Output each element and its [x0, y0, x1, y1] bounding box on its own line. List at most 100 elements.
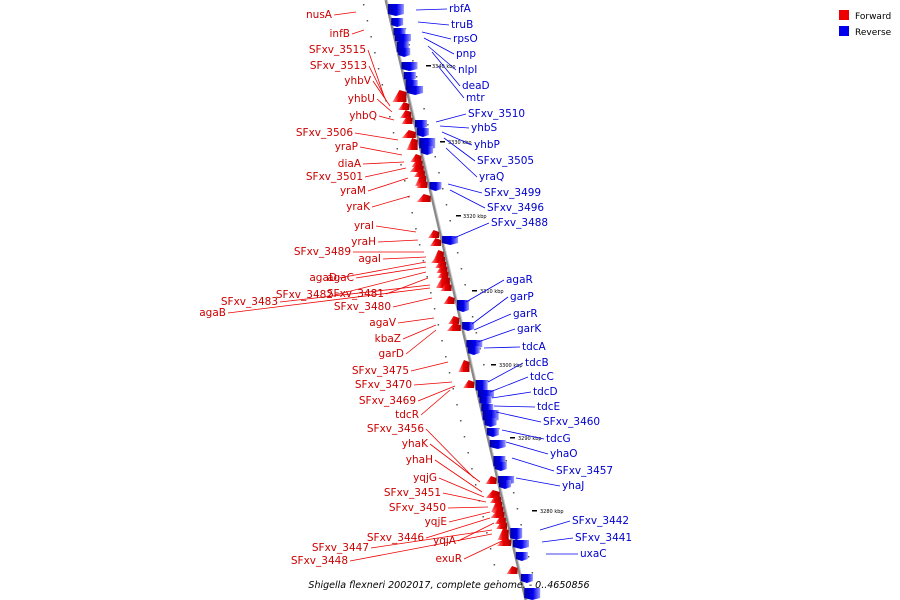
reverse-gene-label[interactable]: SFxv_3499: [484, 187, 541, 199]
forward-gene-label[interactable]: SFxv_3470: [355, 379, 412, 391]
reverse-gene-label[interactable]: SFxv_3442: [572, 515, 629, 527]
forward-gene: [416, 180, 428, 188]
reverse-gene-label[interactable]: tdcC: [530, 371, 554, 383]
forward-gene-label[interactable]: yhaH: [406, 454, 433, 466]
forward-gene-label[interactable]: nusA: [306, 9, 333, 21]
forward-gene-label[interactable]: SFxv_3513: [310, 60, 367, 72]
forward-gene-label[interactable]: exuR: [436, 553, 462, 565]
forward-gene-label[interactable]: yhbQ: [349, 110, 377, 122]
forward-gene: [437, 270, 449, 278]
reverse-gene-label[interactable]: tdcD: [533, 386, 558, 398]
reverse-gene-label[interactable]: SFxv_3460: [543, 416, 600, 428]
reverse-gene-label[interactable]: SFxv_3505: [477, 155, 534, 167]
forward-gene-label[interactable]: agaV: [369, 317, 397, 329]
forward-gene-label[interactable]: yqjG: [413, 472, 437, 484]
scale-dot: [423, 108, 425, 110]
reverse-gene-label[interactable]: mtr: [466, 92, 485, 104]
forward-leader-line: [279, 284, 431, 303]
forward-gene-label[interactable]: SFxv_3456: [367, 423, 424, 435]
scale-dot: [516, 508, 519, 510]
reverse-gene-label[interactable]: nlpI: [458, 64, 477, 76]
forward-gene-label[interactable]: kbaZ: [375, 333, 401, 345]
reverse-gene-label[interactable]: rpsO: [453, 33, 478, 45]
scale-dot: [396, 148, 399, 150]
forward-gene-label[interactable]: yhbV: [344, 75, 372, 87]
forward-gene-label[interactable]: garD: [378, 348, 404, 360]
forward-gene-label[interactable]: SFxv_3515: [309, 44, 366, 56]
forward-gene: [448, 316, 460, 324]
forward-gene-label[interactable]: yqjE: [425, 516, 447, 528]
forward-gene-label[interactable]: yraH: [351, 236, 376, 248]
forward-gene-label[interactable]: yraM: [340, 185, 366, 197]
reverse-gene-label[interactable]: SFxv_3488: [491, 217, 548, 229]
forward-gene-label[interactable]: diaA: [338, 158, 362, 170]
forward-gene-label[interactable]: yraP: [335, 141, 358, 153]
reverse-leader-line: [539, 520, 571, 531]
reverse-gene-label[interactable]: tdcE: [537, 401, 560, 413]
gene-labels[interactable]: nusA infB SFxv_3515 SFxv_3513 yhbV yhbU yhbQ SF…: [199, 3, 632, 567]
reverse-gene-label[interactable]: agaR: [506, 274, 533, 286]
forward-gene-label[interactable]: tdcR: [395, 409, 419, 421]
reverse-gene-label[interactable]: garK: [517, 323, 542, 335]
forward-gene-label[interactable]: SFxv_3450: [389, 502, 446, 514]
forward-gene-label[interactable]: yraK: [346, 201, 371, 213]
forward-gene-label[interactable]: SFxv_3480: [334, 301, 391, 313]
forward-gene-label[interactable]: SFxv_3451: [384, 487, 441, 499]
reverse-gene-label[interactable]: yhbP: [474, 139, 500, 151]
reverse-gene-label[interactable]: yhaJ: [562, 480, 584, 492]
reverse-gene-label[interactable]: SFxv_3457: [556, 465, 613, 477]
reverse-gene-label[interactable]: SFxv_3496: [487, 202, 544, 214]
forward-gene-label[interactable]: SFxv_3482: [276, 289, 333, 301]
forward-gene: [400, 110, 412, 118]
reverse-gene-label[interactable]: tdcG: [546, 433, 571, 445]
reverse-gene-label[interactable]: yhaO: [550, 448, 578, 460]
forward-gene-label[interactable]: yqjA: [433, 535, 457, 547]
forward-gene-label[interactable]: yhaK: [402, 438, 429, 450]
forward-gene-label[interactable]: infB: [330, 28, 350, 40]
forward-gene-label[interactable]: SFxv_3481: [327, 288, 384, 300]
reverse-gene-label[interactable]: uxaC: [580, 548, 607, 560]
reverse-gene-label[interactable]: tdcB: [525, 357, 549, 369]
reverse-gene-label[interactable]: garP: [510, 291, 534, 303]
scale-label: 3330 kbp: [448, 140, 472, 146]
forward-gene-label[interactable]: SFxv_3448: [291, 555, 348, 567]
forward-gene-label[interactable]: yhbU: [348, 93, 375, 105]
reverse-gene-label[interactable]: garR: [513, 308, 538, 320]
reverse-gene-label[interactable]: rbfA: [449, 3, 472, 15]
forward-gene-label[interactable]: SFxv_3483: [221, 296, 278, 308]
forward-leader-line: [351, 29, 365, 35]
forward-gene-label[interactable]: SFxv_3446: [367, 532, 424, 544]
forward-leader-line: [354, 132, 399, 141]
forward-leader-line: [372, 80, 391, 107]
forward-gene-label[interactable]: SFxv_3489: [294, 246, 351, 258]
reverse-gene-label[interactable]: pnp: [456, 48, 476, 60]
forward-gene-label[interactable]: SFxv_3501: [306, 171, 363, 183]
reverse-gene-label[interactable]: tdcA: [522, 341, 547, 353]
scale-dot: [389, 116, 391, 118]
forward-gene-label[interactable]: yraI: [354, 220, 374, 232]
reverse-gene-label[interactable]: deaD: [462, 80, 490, 92]
forward-gene-label[interactable]: SFxv_3447: [312, 542, 369, 554]
reverse-gene-label[interactable]: yhbS: [471, 122, 498, 134]
gene-features: [387, 4, 541, 600]
forward-gene-label[interactable]: SFxv_3469: [359, 395, 416, 407]
reverse-gene-label[interactable]: yraQ: [479, 171, 504, 183]
forward-gene: [463, 380, 475, 388]
scale-dot: [433, 308, 436, 310]
forward-gene-label[interactable]: SFxv_3475: [352, 365, 409, 377]
reverse-gene-label[interactable]: SFxv_3510: [468, 108, 525, 120]
reverse-leader-line: [491, 391, 532, 399]
forward-leader-line: [333, 11, 357, 16]
reverse-leader-line: [493, 405, 536, 408]
scale-dot: [464, 284, 466, 286]
forward-gene-label[interactable]: SFxv_3506: [296, 127, 353, 139]
forward-gene-label[interactable]: agaD: [309, 272, 337, 284]
forward-leader-line: [371, 195, 411, 208]
forward-gene-label[interactable]: agaI: [358, 253, 381, 265]
reverse-leader-line: [473, 313, 512, 331]
forward-gene-label[interactable]: agaC: [327, 272, 354, 284]
forward-gene-label[interactable]: agaB: [199, 307, 226, 319]
reverse-gene-label[interactable]: SFxv_3441: [575, 532, 632, 544]
reverse-gene-label[interactable]: truB: [451, 19, 473, 31]
reverse-gene: [429, 182, 442, 191]
